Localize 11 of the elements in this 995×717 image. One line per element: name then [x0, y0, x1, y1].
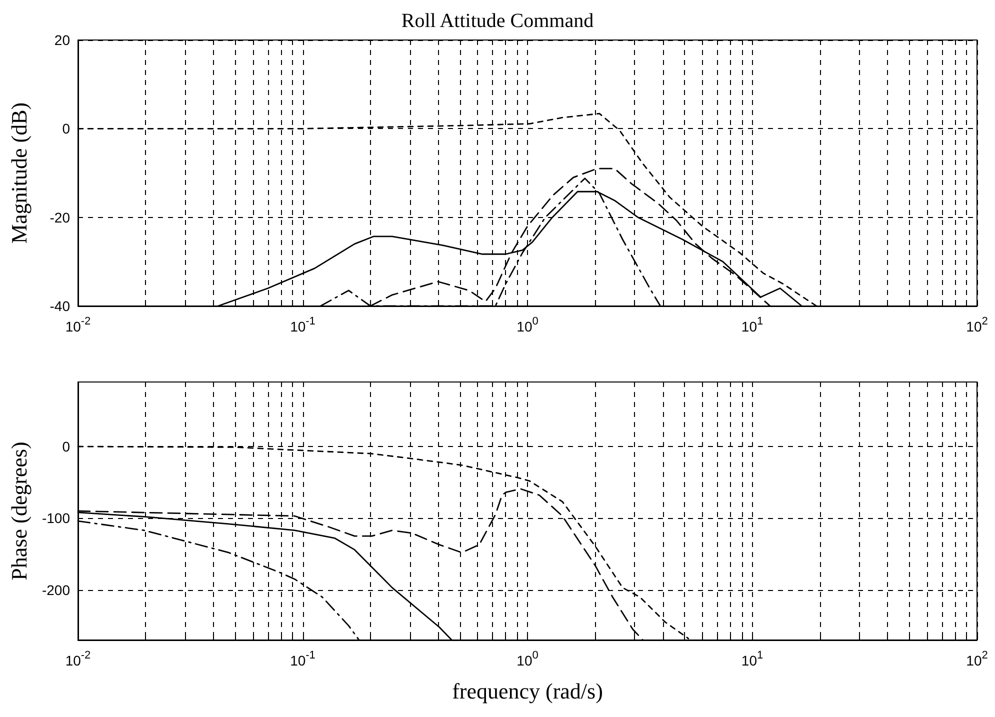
y-tick-label: -100	[42, 510, 70, 526]
y-tick-label: -20	[50, 209, 70, 226]
y-axis-title: Phase (degrees)	[6, 442, 32, 580]
y-axis-title: Magnitude (dB)	[6, 102, 32, 244]
chart-title: Roll Attitude Command	[401, 10, 594, 32]
y-tick-label: -40	[50, 298, 70, 314]
y-tick-label: -200	[42, 582, 70, 598]
y-tick-label: 20	[54, 32, 70, 48]
x-axis-title: frequency (rad/s)	[452, 678, 603, 704]
y-tick-label: 0	[62, 438, 70, 454]
y-tick-label: 0	[62, 120, 70, 137]
